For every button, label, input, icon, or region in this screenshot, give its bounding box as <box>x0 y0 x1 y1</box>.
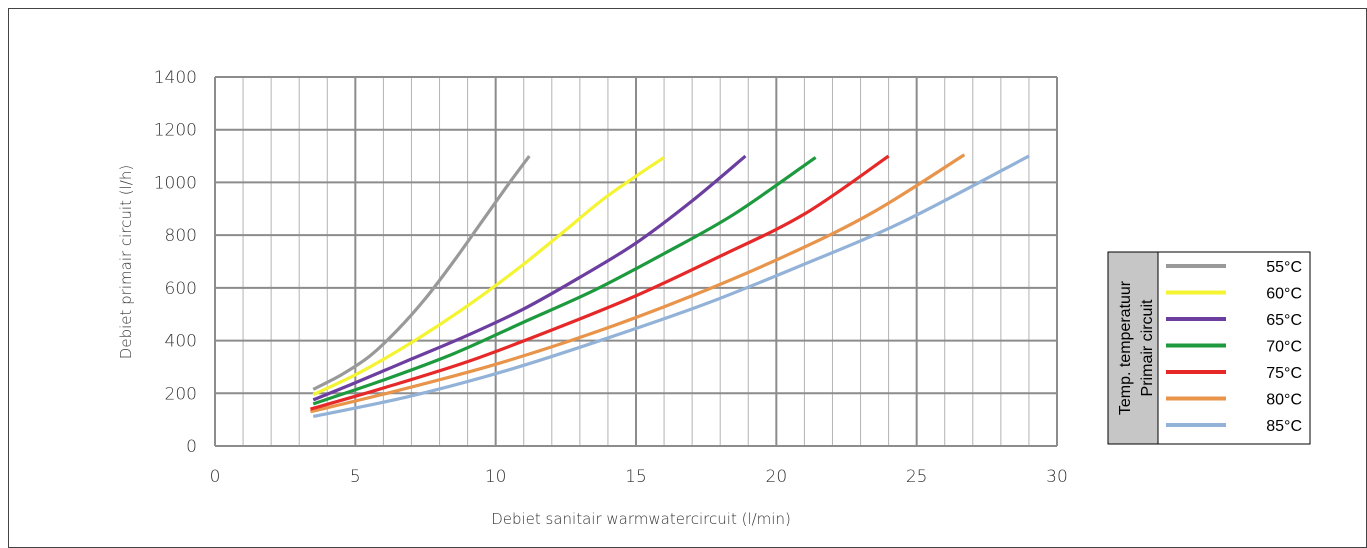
y-tick-label: 0 <box>186 437 197 457</box>
y-tick-label: 200 <box>165 384 197 404</box>
legend-title-cell <box>1107 251 1159 445</box>
legend: Temp. temperatuur Primair circuit 55°C 60… <box>1107 251 1311 445</box>
legend-label: 65°C <box>1266 312 1302 329</box>
series-line-75c <box>309 154 890 411</box>
y-tick-label: 400 <box>165 332 197 352</box>
tick-labels: 0 5 10 15 20 25 30 0 200 400 600 800 1000 1200 1400 <box>154 68 1068 487</box>
x-tick-label: 5 <box>350 467 361 487</box>
minor-gridlines <box>242 77 1030 446</box>
y-tick-label: 1400 <box>154 68 197 88</box>
x-axis-title: Debiet sanitair warmwatercircuit (l/min) <box>491 510 791 528</box>
legend-label: 60°C <box>1266 286 1302 303</box>
legend-label: 55°C <box>1266 259 1302 276</box>
legend-label: 85°C <box>1266 418 1302 435</box>
series-line-65c <box>312 154 747 402</box>
y-axis-title: Debiet primair circuit (l/h) <box>117 165 135 359</box>
series-line-55c <box>312 155 531 391</box>
x-tick-label: 25 <box>906 467 928 487</box>
x-tick-label: 15 <box>625 467 647 487</box>
major-gridlines <box>214 76 1058 447</box>
x-tick-label: 30 <box>1046 467 1068 487</box>
line-chart: 0 5 10 15 20 25 30 0 200 400 600 800 1000 1200 1400 De… <box>117 68 1311 528</box>
series-line-70c <box>312 156 817 406</box>
x-tick-label: 10 <box>485 467 507 487</box>
x-tick-label: 20 <box>766 467 788 487</box>
y-tick-label: 600 <box>165 279 197 299</box>
series-lines <box>309 153 1030 419</box>
legend-items: 55°C 60°C 65°C 70°C 75°C 80°C 85°C <box>1166 259 1302 435</box>
legend-title-line-2: Primair circuit <box>1139 299 1156 396</box>
legend-label: 75°C <box>1266 365 1302 382</box>
series-line-80c <box>310 153 966 414</box>
legend-title-line-1: Temp. temperatuur <box>1117 280 1134 415</box>
y-tick-label: 1000 <box>154 173 197 193</box>
series-line-85c <box>312 154 1030 419</box>
legend-label: 80°C <box>1266 392 1302 409</box>
x-tick-label: 0 <box>210 467 221 487</box>
y-tick-label: 800 <box>165 226 197 246</box>
y-tick-label: 1200 <box>154 121 197 141</box>
series-line-60c <box>312 156 665 397</box>
legend-label: 70°C <box>1266 339 1302 356</box>
